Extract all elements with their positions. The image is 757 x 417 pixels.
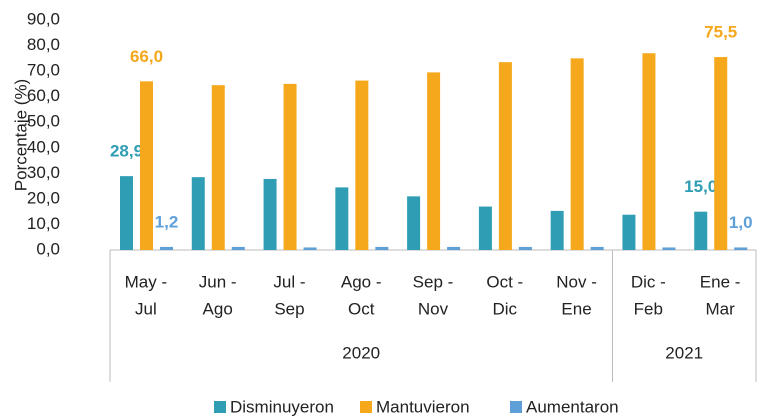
x-tick-label: Dic - [631,272,666,291]
legend-swatch [360,401,372,413]
bar [303,247,317,250]
value-label: 28,9 [110,142,143,161]
x-tick-label: Oct [348,299,375,318]
bar [263,178,277,250]
y-tick-label: 50,0 [27,112,60,131]
value-label: 15,0 [684,177,717,196]
bar [590,246,604,250]
bar [550,210,564,250]
bar [355,80,369,250]
x-tick-label: Nov [418,299,449,318]
x-tick-label: Ene - [700,272,741,291]
value-label: 1,0 [729,213,753,232]
value-label: 1,2 [155,212,179,231]
x-tick-label: Oct - [486,272,523,291]
y-tick-label: 40,0 [27,137,60,156]
y-tick-label: 70,0 [27,61,60,80]
x-tick-label: Sep [274,299,304,318]
x-tick-label: Dic [492,299,517,318]
x-tick-label: Jul - [273,272,305,291]
legend-label: Mantuvieron [376,397,470,416]
bar [160,246,173,250]
bar [694,211,708,250]
bar [211,85,225,251]
x-tick-label: Feb [634,299,663,318]
x-tick-label: Jul [135,299,157,318]
bar [570,58,584,251]
y-tick-label: 10,0 [27,214,60,233]
bar [231,246,245,250]
bar [714,57,728,250]
bar [642,53,656,250]
legend-swatch [510,401,522,413]
x-tick-label: Ago - [341,272,382,291]
value-label: 75,5 [704,23,737,42]
bar [335,187,349,250]
x-tick-label: Ene [561,299,591,318]
group-label: 2021 [665,343,703,362]
bar [478,206,492,250]
bar [622,214,636,250]
bar [375,246,389,250]
x-tick-label: Ago [203,299,233,318]
x-tick-label: Jun - [199,272,237,291]
y-axis-label: Porcentaje (%) [11,79,30,191]
y-tick-label: 60,0 [27,86,60,105]
value-label: 66,0 [130,47,163,66]
bar [734,247,748,250]
bar [140,81,153,250]
bar [498,62,512,250]
x-tick-label: Sep - [413,272,454,291]
bar [191,177,205,250]
bar [407,196,421,250]
y-tick-label: 80,0 [27,35,60,54]
bar [283,83,297,250]
y-tick-label: 30,0 [27,163,60,182]
bar [447,246,461,250]
bar [427,72,441,250]
bar [662,247,676,250]
bar [120,176,133,250]
legend-label: Aumentaron [526,397,619,416]
x-tick-label: May - [125,272,168,291]
group-label: 2020 [342,343,380,362]
y-tick-label: 20,0 [27,188,60,207]
y-tick-label: 0,0 [36,239,60,258]
legend-swatch [214,401,226,413]
bar [518,246,532,250]
x-tick-label: Nov - [556,272,597,291]
legend-label: Disminuyeron [230,397,334,416]
y-tick-label: 90,0 [27,9,60,28]
x-tick-label: Mar [705,299,735,318]
